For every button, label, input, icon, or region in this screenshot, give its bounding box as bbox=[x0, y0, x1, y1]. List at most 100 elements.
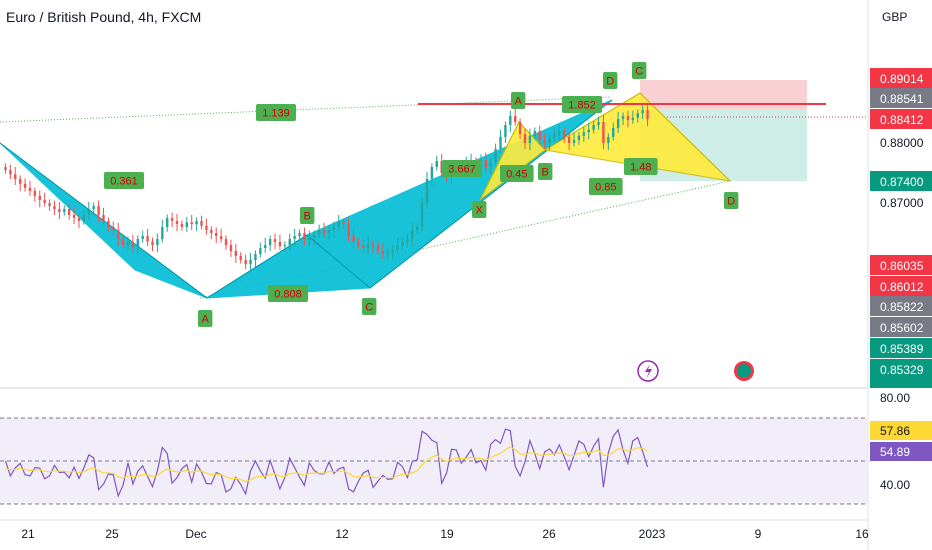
candle bbox=[376, 240, 380, 255]
candle-body bbox=[607, 137, 610, 143]
candle bbox=[234, 243, 238, 263]
candle bbox=[415, 223, 419, 234]
candle-body bbox=[572, 140, 576, 143]
candle-body bbox=[224, 239, 228, 245]
time-axis-tick: 19 bbox=[440, 527, 454, 541]
candle-body bbox=[195, 221, 198, 224]
candle-body bbox=[121, 239, 125, 245]
pattern-2-point-label-box bbox=[511, 92, 526, 109]
candle bbox=[244, 254, 247, 269]
candle-body bbox=[616, 119, 620, 128]
candle-body bbox=[43, 200, 46, 203]
candle bbox=[406, 233, 409, 248]
candle bbox=[313, 230, 316, 245]
candle-body bbox=[244, 260, 247, 265]
candle bbox=[612, 122, 615, 141]
candle bbox=[577, 132, 581, 145]
candle-body bbox=[577, 135, 581, 140]
pattern-2-point-label: X bbox=[472, 201, 487, 218]
pattern-1-ratio-label-box bbox=[104, 172, 144, 189]
candle bbox=[63, 205, 66, 216]
time-axis-tick: 21 bbox=[21, 527, 35, 541]
pattern-2-ratio-label-box bbox=[442, 160, 482, 177]
price-badge-text: 0.87400 bbox=[880, 175, 924, 189]
price-badge-text: 0.85329 bbox=[880, 363, 924, 377]
price-badge-text: 0.86035 bbox=[880, 259, 924, 273]
candle-body bbox=[406, 239, 409, 242]
candle-body bbox=[146, 236, 149, 242]
candle-body bbox=[4, 167, 7, 170]
candle-body bbox=[602, 122, 605, 143]
candle-body bbox=[14, 174, 17, 179]
candle bbox=[38, 190, 41, 208]
candle-body bbox=[58, 209, 61, 212]
candle-body bbox=[538, 131, 541, 140]
candle-body bbox=[63, 209, 66, 212]
price-badge-box bbox=[870, 379, 932, 388]
candle-body bbox=[553, 134, 556, 139]
candle bbox=[185, 216, 189, 232]
pattern-2-ratio-label-box bbox=[589, 178, 623, 195]
candle bbox=[607, 133, 610, 151]
price-badge-box bbox=[870, 68, 932, 88]
candle-body bbox=[278, 242, 282, 247]
pattern-2-ratio-label: 0.45 bbox=[500, 165, 534, 182]
price-axis-tick: 0.88000 bbox=[880, 136, 924, 150]
candle-body bbox=[543, 140, 546, 143]
price-badge: 0.85822 bbox=[870, 296, 932, 316]
candle bbox=[563, 127, 566, 143]
candle bbox=[597, 116, 600, 130]
rsi-signal-box bbox=[870, 442, 932, 461]
candle-body bbox=[116, 230, 120, 239]
pattern-1-point-label-text: A bbox=[202, 314, 210, 326]
candle bbox=[215, 227, 218, 244]
pattern-2-ratio-label: 1.852 bbox=[562, 96, 602, 113]
candle bbox=[254, 250, 257, 268]
candle bbox=[195, 217, 198, 232]
extra-point-label: D bbox=[603, 72, 618, 89]
candle bbox=[288, 233, 291, 251]
candle bbox=[543, 132, 546, 149]
candle bbox=[514, 108, 517, 126]
candle-body bbox=[151, 241, 154, 245]
pattern-2-point-label-text: A bbox=[515, 96, 523, 108]
event-icon bbox=[734, 361, 754, 381]
candle-body bbox=[626, 116, 630, 121]
candle bbox=[170, 212, 174, 227]
price-badge: 0.85329 bbox=[870, 359, 932, 379]
candle-body bbox=[327, 230, 331, 233]
candle bbox=[327, 226, 331, 239]
candle bbox=[259, 242, 262, 258]
candle-body bbox=[641, 110, 644, 113]
candle-body bbox=[504, 125, 507, 137]
candle bbox=[136, 235, 139, 254]
candle-body bbox=[499, 137, 502, 149]
candle bbox=[97, 200, 100, 223]
candle-body bbox=[82, 215, 86, 221]
candle-body bbox=[548, 138, 551, 143]
candle bbox=[229, 239, 233, 257]
candle bbox=[23, 178, 27, 192]
candle bbox=[77, 214, 81, 229]
candle bbox=[484, 152, 487, 173]
candle bbox=[239, 252, 242, 264]
candle-body bbox=[415, 227, 419, 230]
candle-body bbox=[72, 215, 76, 218]
candle-body bbox=[509, 116, 512, 125]
candle bbox=[592, 121, 595, 134]
candle bbox=[567, 131, 571, 151]
candle-body bbox=[205, 225, 208, 230]
extra-point-label-box bbox=[603, 72, 618, 89]
candle bbox=[626, 110, 630, 128]
rsi-signal-text: 54.89 bbox=[880, 445, 910, 459]
candle-body bbox=[646, 110, 649, 119]
time-axis-tick: 9 bbox=[755, 527, 762, 541]
candle bbox=[518, 118, 522, 139]
candle bbox=[48, 199, 51, 211]
candle bbox=[303, 227, 306, 245]
candle-body bbox=[38, 195, 41, 200]
candle bbox=[636, 109, 639, 123]
candle-body bbox=[337, 222, 340, 227]
candle bbox=[504, 121, 507, 143]
